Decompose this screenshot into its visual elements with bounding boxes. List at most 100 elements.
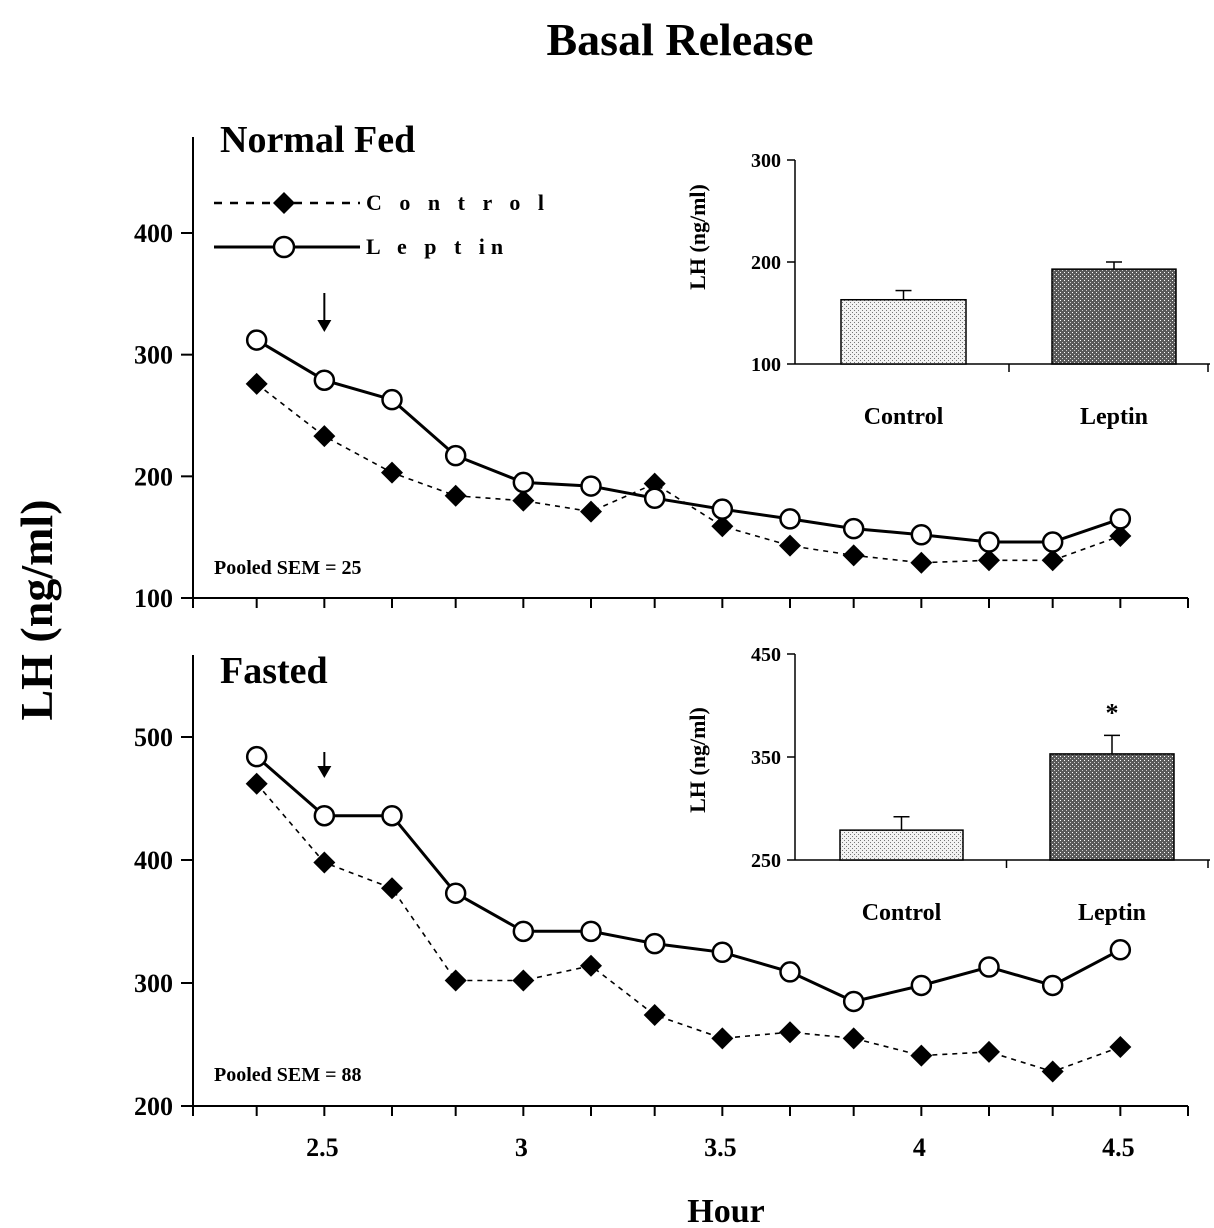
leptin-point	[245, 745, 268, 768]
control-point	[779, 1021, 801, 1044]
inset-bar-control	[839, 829, 964, 861]
inset-y-tick-label: 250	[751, 850, 781, 872]
control-point	[580, 954, 602, 977]
leptin-point	[1109, 508, 1132, 530]
leptin-series-line	[255, 338, 1121, 544]
y-tick-label: 500	[134, 723, 173, 752]
inset-y-tick-label: 100	[751, 354, 781, 376]
control-point	[643, 1003, 666, 1026]
leptin-point	[842, 990, 865, 1013]
y-tick-label: 400	[134, 219, 173, 248]
x-tick-label: 3.5	[704, 1133, 737, 1162]
control-point	[1109, 1035, 1132, 1058]
y-tick-label: 100	[134, 584, 173, 613]
leptin-point	[978, 956, 1000, 978]
control-point	[910, 551, 933, 574]
inset-category-label: Control	[862, 900, 942, 926]
control-point	[842, 1027, 865, 1050]
leptin-point	[1041, 531, 1064, 553]
inset-bar-leptin	[1049, 753, 1175, 861]
inset-y-tick-label: 450	[751, 644, 781, 666]
legend-leptin-label: L e p t in	[366, 234, 509, 259]
control-point	[910, 1044, 933, 1067]
leptin-point	[580, 475, 602, 497]
inset-y-tick-label: 350	[751, 747, 781, 769]
control-point	[842, 544, 865, 567]
leptin-point	[381, 388, 403, 411]
x-tick-label: 3	[515, 1133, 528, 1162]
legend-control-marker	[273, 192, 295, 214]
control-point	[711, 515, 734, 538]
inset-y-tick-label: 300	[751, 150, 781, 172]
leptin-point	[444, 882, 467, 904]
leptin-point	[711, 941, 734, 963]
leptin-point	[313, 369, 336, 391]
control-point	[313, 425, 336, 448]
control-point	[245, 372, 268, 395]
leptin-point	[245, 329, 268, 351]
control-point	[1109, 524, 1132, 547]
y-tick-label: 400	[134, 846, 173, 875]
leptin-point	[643, 487, 666, 509]
control-series-line	[256, 783, 1121, 1073]
leptin-point	[910, 974, 933, 997]
leptin-point	[643, 932, 666, 955]
control-point	[711, 1027, 734, 1050]
control-point	[245, 772, 268, 795]
control-point	[580, 500, 602, 523]
shared-x-axis-label: Hour	[687, 1193, 764, 1228]
leptin-point	[580, 920, 602, 943]
leptin-point	[711, 498, 734, 520]
control-point	[313, 851, 336, 874]
leptin-point	[1109, 939, 1132, 961]
panel-normal-fed: 100 200 300 400 Normal Fed Pooled SEM = 25 C o…	[134, 119, 1210, 613]
panel-title: Fasted	[220, 650, 328, 692]
y-tick-label: 300	[134, 341, 173, 370]
pooled-sem-note: Pooled SEM = 88	[214, 1064, 362, 1086]
leptin-point	[910, 523, 933, 546]
panel-fasted: 200 300 400 500 2.5 3 3.5 4 4.5 Fasted Pooled SEM …	[134, 644, 1210, 1162]
leptin-point	[512, 471, 535, 494]
leptin-point	[978, 531, 1000, 553]
control-point	[978, 1040, 1000, 1063]
y-tick-label: 300	[134, 969, 173, 998]
y-tick-label: 200	[134, 1092, 173, 1121]
figure-title: Basal Release	[546, 14, 813, 65]
inset-y-axis-label: LH (ng/ml)	[685, 184, 710, 290]
inset-category-label: Leptin	[1080, 404, 1148, 430]
control-point	[444, 969, 467, 992]
x-tick-label: 4.5	[1102, 1133, 1135, 1162]
leptin-point	[779, 961, 801, 983]
inset-y-tick-label: 200	[751, 252, 781, 274]
inset-bar-chart: 250 350 450 LH (ng/ml) Control Leptin *	[685, 644, 1210, 926]
panel-title: Normal Fed	[220, 119, 415, 161]
control-point	[1041, 1060, 1064, 1083]
significance-marker: *	[1106, 698, 1119, 727]
inset-category-label: Leptin	[1078, 900, 1146, 926]
control-point	[381, 461, 403, 484]
inset-bar-leptin	[1051, 268, 1177, 365]
leptin-point	[1041, 974, 1064, 997]
leptin-series-line	[255, 755, 1122, 1004]
leptin-point	[512, 920, 535, 943]
leptin-point	[444, 444, 467, 467]
inset-category-label: Control	[864, 404, 944, 430]
control-point	[444, 484, 467, 507]
leptin-point	[842, 517, 865, 540]
legend-leptin-marker	[272, 235, 296, 259]
shared-y-axis-label: LH (ng/ml)	[11, 499, 62, 720]
leptin-point	[313, 804, 336, 827]
legend-control-label: C o n t r o l	[366, 190, 550, 215]
control-point	[779, 534, 801, 557]
control-point	[978, 549, 1000, 572]
pooled-sem-note: Pooled SEM = 25	[214, 557, 362, 579]
x-tick-label: 2.5	[306, 1133, 339, 1162]
treatment-arrow-head	[317, 766, 332, 778]
control-point	[512, 969, 535, 992]
x-tick-label: 4	[913, 1133, 926, 1162]
control-point	[381, 877, 403, 900]
leptin-point	[779, 508, 801, 530]
y-tick-label: 200	[134, 462, 173, 491]
treatment-arrow-head	[317, 320, 332, 332]
